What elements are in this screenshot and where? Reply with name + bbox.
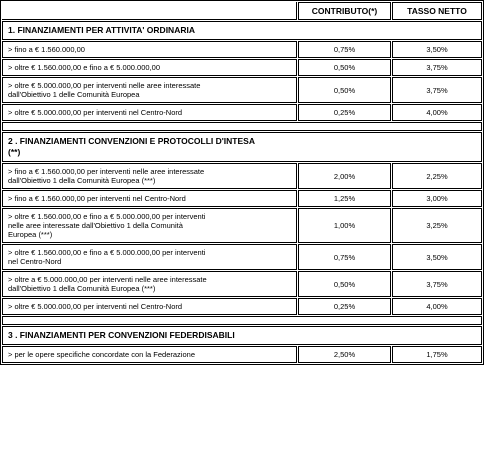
tasso: 3,50% bbox=[392, 244, 482, 270]
tasso: 1,75% bbox=[392, 346, 482, 363]
tasso: 3,25% bbox=[392, 208, 482, 243]
rate-row: > fino a € 1.560.000,00 per interventi n… bbox=[2, 190, 482, 207]
label-cell: > oltre € 1.560.000,00 e fino a € 5.000.… bbox=[2, 59, 297, 76]
contributo: 2,50% bbox=[298, 346, 391, 363]
rate-row: > oltre a € 5.000.000,00 per interventi … bbox=[2, 271, 482, 297]
row-label: > oltre € 1.560.000,00 e fino a € 5.000.… bbox=[8, 212, 206, 239]
section-title: 3 . FINANZIAMENTI PER CONVENZIONI FEDERD… bbox=[8, 330, 235, 340]
section-row: 2 . FINANZIAMENTI CONVENZIONI E PROTOCOL… bbox=[2, 132, 482, 162]
tasso: 3,50% bbox=[392, 41, 482, 58]
section-cell: 3 . FINANZIAMENTI PER CONVENZIONI FEDERD… bbox=[2, 326, 482, 345]
rate-row: > fino a € 1.560.000,00 0,75% 3,50% bbox=[2, 41, 482, 58]
header-tasso: TASSO NETTO bbox=[392, 2, 482, 20]
row-label: > oltre € 5.000.000,00 per interventi ne… bbox=[8, 302, 183, 311]
rates-table: CONTRIBUTO(*) TASSO NETTO 1. FINANZIAMEN… bbox=[0, 0, 484, 365]
header-contributo: CONTRIBUTO(*) bbox=[298, 2, 391, 20]
label-cell: > fino a € 1.560.000,00 bbox=[2, 41, 297, 58]
contributo: 0,75% bbox=[298, 244, 391, 270]
section-cell: 1. FINANZIAMENTI PER ATTIVITA' ORDINARIA bbox=[2, 21, 482, 40]
rate-row: > fino a € 1.560.000,00 per interventi n… bbox=[2, 163, 482, 189]
spacer-cell bbox=[2, 316, 482, 325]
row-label: > oltre a € 5.000.000,00 per interventi … bbox=[8, 275, 207, 293]
contributo: 0,50% bbox=[298, 59, 391, 76]
contributo: 2,00% bbox=[298, 163, 391, 189]
section-row: 1. FINANZIAMENTI PER ATTIVITA' ORDINARIA bbox=[2, 21, 482, 40]
tasso: 2,25% bbox=[392, 163, 482, 189]
row-label: > oltre € 5.000.000,00 per interventi ne… bbox=[8, 81, 201, 99]
label-cell: > oltre a € 5.000.000,00 per interventi … bbox=[2, 271, 297, 297]
spacer-row bbox=[2, 316, 482, 325]
rate-row: > per le opere specifiche concordate con… bbox=[2, 346, 482, 363]
row-label: > fino a € 1.560.000,00 per interventi n… bbox=[8, 167, 205, 185]
rate-row: > oltre € 5.000.000,00 per interventi ne… bbox=[2, 104, 482, 121]
rate-row: > oltre € 5.000.000,00 per interventi ne… bbox=[2, 298, 482, 315]
contributo: 0,50% bbox=[298, 271, 391, 297]
label-cell: > oltre € 1.560.000,00 e fino a € 5.000.… bbox=[2, 244, 297, 270]
label-cell: > fino a € 1.560.000,00 per interventi n… bbox=[2, 163, 297, 189]
tasso: 3,00% bbox=[392, 190, 482, 207]
contributo: 1,25% bbox=[298, 190, 391, 207]
rate-row: > oltre € 1.560.000,00 e fino a € 5.000.… bbox=[2, 244, 482, 270]
label-cell: > fino a € 1.560.000,00 per interventi n… bbox=[2, 190, 297, 207]
header-row: CONTRIBUTO(*) TASSO NETTO bbox=[2, 2, 482, 20]
spacer-cell bbox=[2, 122, 482, 131]
row-label: > fino a € 1.560.000,00 bbox=[8, 45, 85, 54]
contributo: 0,25% bbox=[298, 104, 391, 121]
label-cell: > oltre € 1.560.000,00 e fino a € 5.000.… bbox=[2, 208, 297, 243]
section-cell: 2 . FINANZIAMENTI CONVENZIONI E PROTOCOL… bbox=[2, 132, 482, 162]
row-label: > per le opere specifiche concordate con… bbox=[8, 350, 195, 359]
label-cell: > per le opere specifiche concordate con… bbox=[2, 346, 297, 363]
contributo: 0,25% bbox=[298, 298, 391, 315]
contributo: 0,50% bbox=[298, 77, 391, 103]
rate-row: > oltre € 5.000.000,00 per interventi ne… bbox=[2, 77, 482, 103]
contributo: 1,00% bbox=[298, 208, 391, 243]
row-label: > oltre € 1.560.000,00 e fino a € 5.000.… bbox=[8, 248, 206, 266]
header-empty bbox=[2, 2, 297, 20]
label-cell: > oltre € 5.000.000,00 per interventi ne… bbox=[2, 104, 297, 121]
section-title: 2 . FINANZIAMENTI CONVENZIONI E PROTOCOL… bbox=[8, 136, 255, 157]
label-cell: > oltre € 5.000.000,00 per interventi ne… bbox=[2, 77, 297, 103]
row-label: > oltre € 1.560.000,00 e fino a € 5.000.… bbox=[8, 63, 160, 72]
table-body: 1. FINANZIAMENTI PER ATTIVITA' ORDINARIA… bbox=[2, 21, 482, 363]
tasso: 3,75% bbox=[392, 59, 482, 76]
tasso: 3,75% bbox=[392, 77, 482, 103]
section-title: 1. FINANZIAMENTI PER ATTIVITA' ORDINARIA bbox=[8, 25, 195, 35]
tasso: 3,75% bbox=[392, 271, 482, 297]
spacer-row bbox=[2, 122, 482, 131]
rate-row: > oltre € 1.560.000,00 e fino a € 5.000.… bbox=[2, 59, 482, 76]
row-label: > fino a € 1.560.000,00 per interventi n… bbox=[8, 194, 186, 203]
tasso: 4,00% bbox=[392, 104, 482, 121]
rate-row: > oltre € 1.560.000,00 e fino a € 5.000.… bbox=[2, 208, 482, 243]
label-cell: > oltre € 5.000.000,00 per interventi ne… bbox=[2, 298, 297, 315]
section-row: 3 . FINANZIAMENTI PER CONVENZIONI FEDERD… bbox=[2, 326, 482, 345]
tasso: 4,00% bbox=[392, 298, 482, 315]
contributo: 0,75% bbox=[298, 41, 391, 58]
row-label: > oltre € 5.000.000,00 per interventi ne… bbox=[8, 108, 183, 117]
